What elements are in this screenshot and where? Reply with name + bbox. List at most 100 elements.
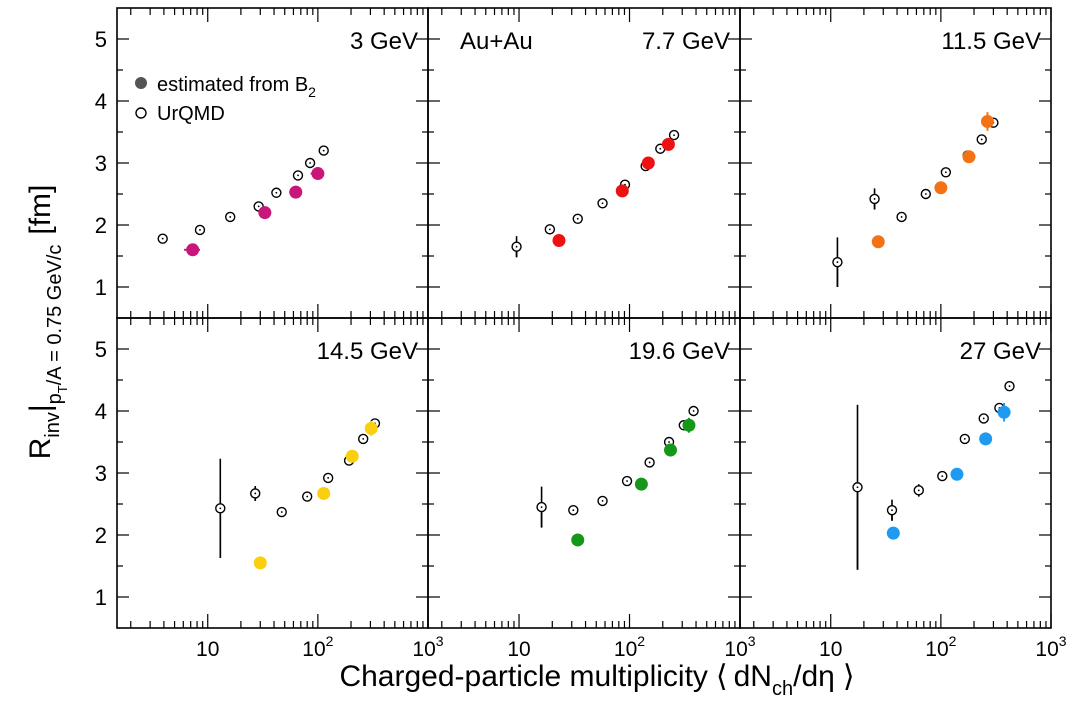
urqmd-point-center <box>673 134 675 137</box>
x-tick-label: 10 <box>196 638 219 661</box>
panel-title: 11.5 GeV <box>941 28 1041 55</box>
y-tick-label: 4 <box>95 89 107 114</box>
urqmd-point-center <box>576 217 579 220</box>
x-tick-base: 10 <box>412 638 435 661</box>
x-tick-label: 102 <box>925 633 956 661</box>
urqmd-point-center <box>275 191 278 194</box>
legend: estimated from B2 UrQMD <box>135 74 316 125</box>
x-tick-exponent: 3 <box>1059 633 1067 649</box>
urqmd-point-center <box>982 417 985 420</box>
system-label: Au+Au <box>460 28 533 55</box>
x-tick-exponent: 2 <box>637 633 645 649</box>
urqmd-point-center <box>229 216 232 218</box>
x-tick-exponent: 3 <box>748 633 756 649</box>
y-axis-title-sub-value: /A = 0.75 GeV/c <box>44 245 66 386</box>
panel-11-5-gev: 11.5 GeV <box>739 7 1052 319</box>
y-tick-label: 2 <box>95 523 107 548</box>
x-tick-base: 10 <box>196 638 219 661</box>
x-tick-base: 10 <box>507 638 530 661</box>
x-axis-title-slash: /dη <box>793 660 835 693</box>
urqmd-point-center <box>626 480 628 482</box>
panel-7-7-gev: 7.7 GeV <box>427 7 741 319</box>
x-axis-title-ch: ch <box>772 678 793 700</box>
x-tick-label: 102 <box>302 633 333 661</box>
b2-point <box>345 449 359 463</box>
b2-point <box>962 150 976 164</box>
b2-point <box>950 467 964 481</box>
x-tick-label: 102 <box>614 633 645 661</box>
b2-point <box>979 432 993 446</box>
b2-point <box>997 405 1011 419</box>
panel-title: 19.6 GeV <box>629 338 730 365</box>
legend-open-marker <box>135 107 147 119</box>
b2-point <box>615 184 629 198</box>
urqmd-point-center <box>648 461 651 464</box>
b2-point <box>317 486 331 500</box>
urqmd-point-center <box>980 138 983 141</box>
urqmd-point-center <box>963 438 966 440</box>
x-tick-exponent: 2 <box>326 633 334 649</box>
urqmd-point-center <box>836 261 839 264</box>
b2-point <box>364 421 378 435</box>
urqmd-point-center <box>254 492 257 495</box>
urqmd-point-center <box>548 228 551 231</box>
x-tick-exponent: 2 <box>949 633 957 649</box>
urqmd-point-center <box>891 509 893 512</box>
urqmd-point-center <box>297 174 299 177</box>
y-tick-label: 3 <box>95 151 107 176</box>
x-tick-label: 10 <box>819 638 842 661</box>
y-tick-label: 4 <box>95 399 107 424</box>
b2-point <box>311 167 325 181</box>
urqmd-point-center <box>309 162 311 164</box>
y-tick-label: 5 <box>95 27 107 52</box>
urqmd-point-center <box>668 441 670 443</box>
b2-point <box>886 526 900 540</box>
b2-point <box>641 156 655 170</box>
svg-text:Rinv|pT/A = 0.75 GeV/c[fm]: Rinv|pT/A = 0.75 GeV/c [fm] <box>24 185 70 460</box>
x-axis-title-prefix: Charged-particle multiplicity <box>339 660 707 693</box>
urqmd-point-center <box>944 171 947 174</box>
urqmd-point-center <box>873 198 876 200</box>
b2-point <box>980 114 994 128</box>
y-axis-title-sub-t: T <box>55 385 70 393</box>
b2-point <box>934 181 948 195</box>
legend-open-label: UrQMD <box>157 103 225 125</box>
x-tick-base: 10 <box>724 638 747 661</box>
y-axis-title-main: R <box>24 438 57 460</box>
legend-filled-label: estimated from B2 <box>157 74 316 100</box>
x-tick-base: 10 <box>819 638 842 661</box>
urqmd-point-center <box>199 229 201 231</box>
urqmd-point-center <box>1008 385 1011 388</box>
b2-point <box>664 443 678 457</box>
urqmd-point-center <box>692 410 695 412</box>
x-tick-base: 10 <box>302 638 325 661</box>
x-tick-base: 10 <box>1035 638 1058 661</box>
urqmd-point-center <box>362 438 365 440</box>
y-axis-title-sub-inv: inv <box>42 412 64 438</box>
x-tick-label: 10 <box>507 638 530 661</box>
y-axis-title: Rinv|pT/A = 0.75 GeV/c [fm] <box>24 185 70 460</box>
urqmd-point-center <box>161 237 164 240</box>
x-tick-base: 10 <box>614 638 637 661</box>
b2-point <box>661 137 675 151</box>
y-tick-label: 1 <box>95 275 107 300</box>
y-tick-label: 5 <box>95 337 107 362</box>
b2-point <box>258 206 272 220</box>
b2-point <box>253 556 267 570</box>
y-axis-title-unit: [fm] <box>24 185 57 235</box>
y-tick-label: 1 <box>95 585 107 610</box>
panel-title: 3 GeV <box>350 28 418 55</box>
urqmd-point-center <box>515 245 518 248</box>
b2-point <box>634 477 648 491</box>
y-tick-label: 2 <box>95 213 107 238</box>
urqmd-point-center <box>306 495 309 498</box>
b2-point <box>552 234 566 247</box>
urqmd-point-center <box>219 507 222 510</box>
b2-point <box>186 243 200 257</box>
urqmd-point-center <box>659 147 662 150</box>
